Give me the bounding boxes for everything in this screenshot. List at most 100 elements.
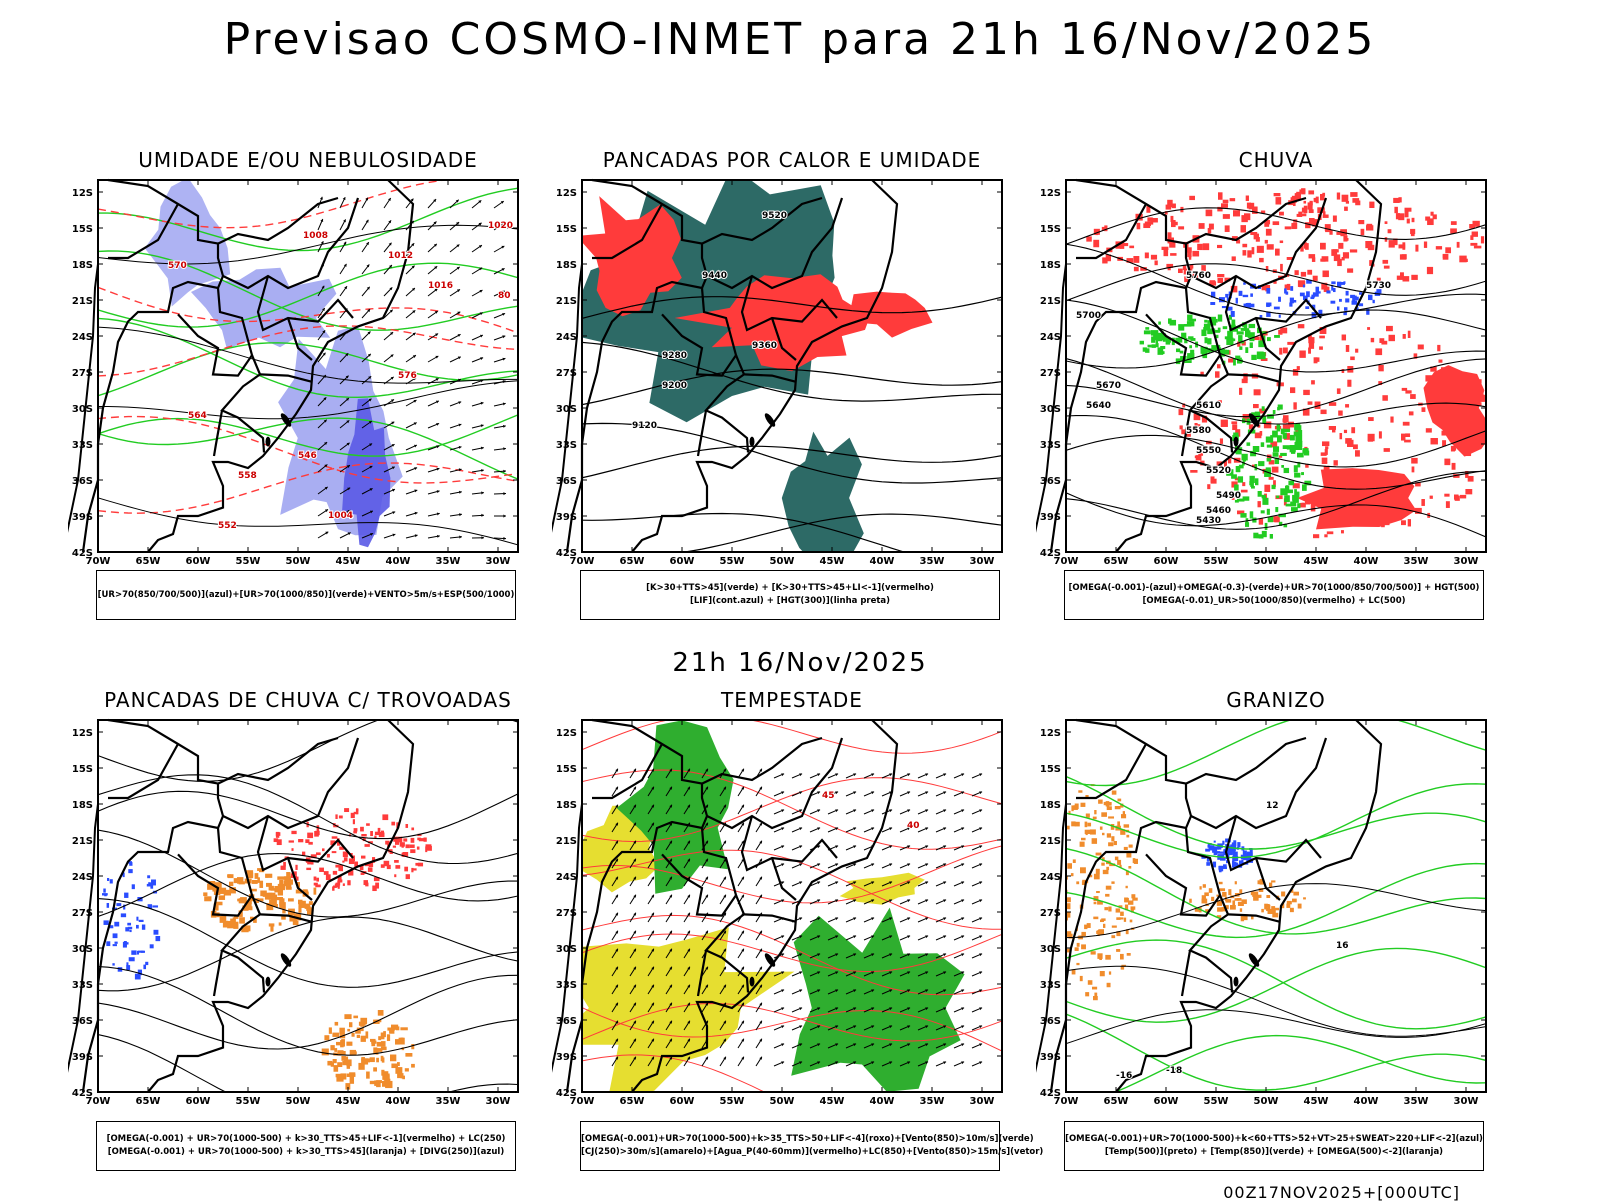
lat-label: 18S (1040, 800, 1061, 811)
rain-area (1241, 225, 1246, 232)
rain-area (1199, 223, 1205, 229)
rain-area (1273, 221, 1280, 225)
divergence-blue-area (113, 933, 118, 938)
thunder-red-area (356, 808, 358, 814)
rain-area (1170, 253, 1176, 256)
rain-area (1367, 327, 1370, 330)
omega500-orange-area (1128, 866, 1131, 869)
thunder-red-area (326, 874, 331, 880)
thunder-orange-area (330, 1045, 334, 1050)
legend-line: [OMEGA(-0.001)+UR>70(1000-500)+k<60+TTS>… (1065, 1133, 1483, 1146)
thunder-orange-area (269, 886, 274, 891)
rain-area (1385, 237, 1388, 242)
rain-area (1218, 278, 1224, 283)
rain-area (1285, 226, 1292, 229)
thunder-red-area (307, 833, 313, 839)
legend-chuva: [OMEGA(-0.001)-(azul)+OMEGA(-0.3)-(verde… (1064, 570, 1484, 620)
omega-green-area (1250, 511, 1254, 518)
rain-area (1340, 433, 1343, 439)
omega-green-area (1251, 355, 1256, 360)
thunder-orange-area (272, 894, 275, 897)
lon-label: 45W (1304, 1096, 1329, 1107)
omega500-orange-area (1117, 860, 1121, 865)
omega500-orange-area (1228, 889, 1231, 895)
lat-label: 39S (72, 1052, 93, 1063)
lat-label: 18S (556, 260, 577, 271)
thunder-orange-area (239, 917, 245, 923)
thunder-red-area (411, 838, 415, 843)
rain-area (1242, 379, 1248, 383)
lagoon (1234, 977, 1239, 987)
thunder-orange-area (349, 1022, 352, 1027)
lagoon (750, 977, 755, 987)
rain-area (1155, 261, 1158, 266)
state-border (1146, 828, 1220, 916)
omega-green-area (1294, 431, 1301, 436)
lat-label: 36S (72, 1016, 93, 1027)
thunder-orange-area (286, 887, 292, 890)
legend-line: [CJ(250)>30m/s](amarelo)+[Agua_P(40-60mm… (581, 1146, 999, 1159)
omega500-orange-area (1077, 943, 1080, 947)
thunder-red-area (298, 839, 303, 842)
thunder-orange-area (279, 889, 282, 893)
rain-area (1308, 337, 1314, 343)
rain-area (1436, 246, 1442, 249)
thunder-red-area (394, 874, 396, 877)
omega-blue-area (1266, 304, 1270, 307)
rain-area (1233, 210, 1240, 216)
omega-green-area (1292, 496, 1298, 502)
omega-green-area (1204, 324, 1211, 328)
lon-label: 70W (570, 1096, 595, 1107)
omega-green-area (1148, 345, 1152, 348)
omega500-orange-area (1085, 830, 1090, 834)
lon-label: 30W (486, 1096, 511, 1107)
lat-label: 12S (556, 188, 577, 199)
contour-label: 5580 (1186, 426, 1211, 436)
rain-area (1430, 496, 1433, 499)
rain-area (1444, 459, 1450, 466)
omega-green-area (1286, 490, 1293, 494)
rain-area (1439, 360, 1443, 363)
divergence-blue-area (106, 941, 110, 946)
rain-area (1299, 351, 1305, 358)
lat-label: 30S (1040, 404, 1061, 415)
thunder-red-area (417, 847, 420, 850)
lon-label: 40W (870, 1096, 895, 1107)
thunder-red-area (375, 883, 379, 889)
hail-blue-area (1220, 858, 1226, 861)
rain-area (1211, 476, 1215, 482)
streamline (98, 1035, 518, 1121)
rain-area (1319, 336, 1325, 339)
divergence-blue-area (127, 923, 131, 926)
omega500-orange-area (1067, 903, 1071, 909)
lagoon (266, 977, 271, 987)
omega500-orange-area (1261, 909, 1264, 912)
thunder-orange-area (382, 1057, 385, 1062)
lon-label: 55W (720, 1096, 745, 1107)
legend-line: [OMEGA(-0.01)_UR>50(1000/850)(vermelho) … (1065, 595, 1483, 608)
lon-label: 50W (770, 556, 795, 567)
legend-trovoadas: [OMEGA(-0.001) + UR>70(1000-500) + k>30_… (96, 1121, 516, 1171)
omega500-orange-area (1097, 953, 1102, 959)
omega-green-area (1178, 324, 1184, 331)
omega-green-area (1301, 472, 1304, 475)
rain-area (1389, 335, 1395, 341)
contour-label: 9280 (662, 351, 687, 361)
thunder-orange-area (339, 1028, 344, 1035)
rain-area (1355, 201, 1360, 206)
omega-green-area (1297, 503, 1300, 508)
omega-green-area (1176, 349, 1180, 353)
rain-area (1206, 210, 1213, 217)
omega500-orange-area (1121, 967, 1124, 970)
rain-area (1246, 196, 1249, 202)
rain-area (1371, 338, 1374, 342)
omega-green-area (1239, 346, 1242, 349)
lon-label: 50W (286, 556, 311, 567)
thunder-orange-area (298, 905, 301, 912)
omega500-orange-area (1102, 833, 1105, 835)
lat-label: 21S (556, 296, 577, 307)
thunder-orange-area (385, 1082, 391, 1087)
thunder-orange-area (234, 878, 241, 883)
rain-area (1457, 242, 1460, 248)
